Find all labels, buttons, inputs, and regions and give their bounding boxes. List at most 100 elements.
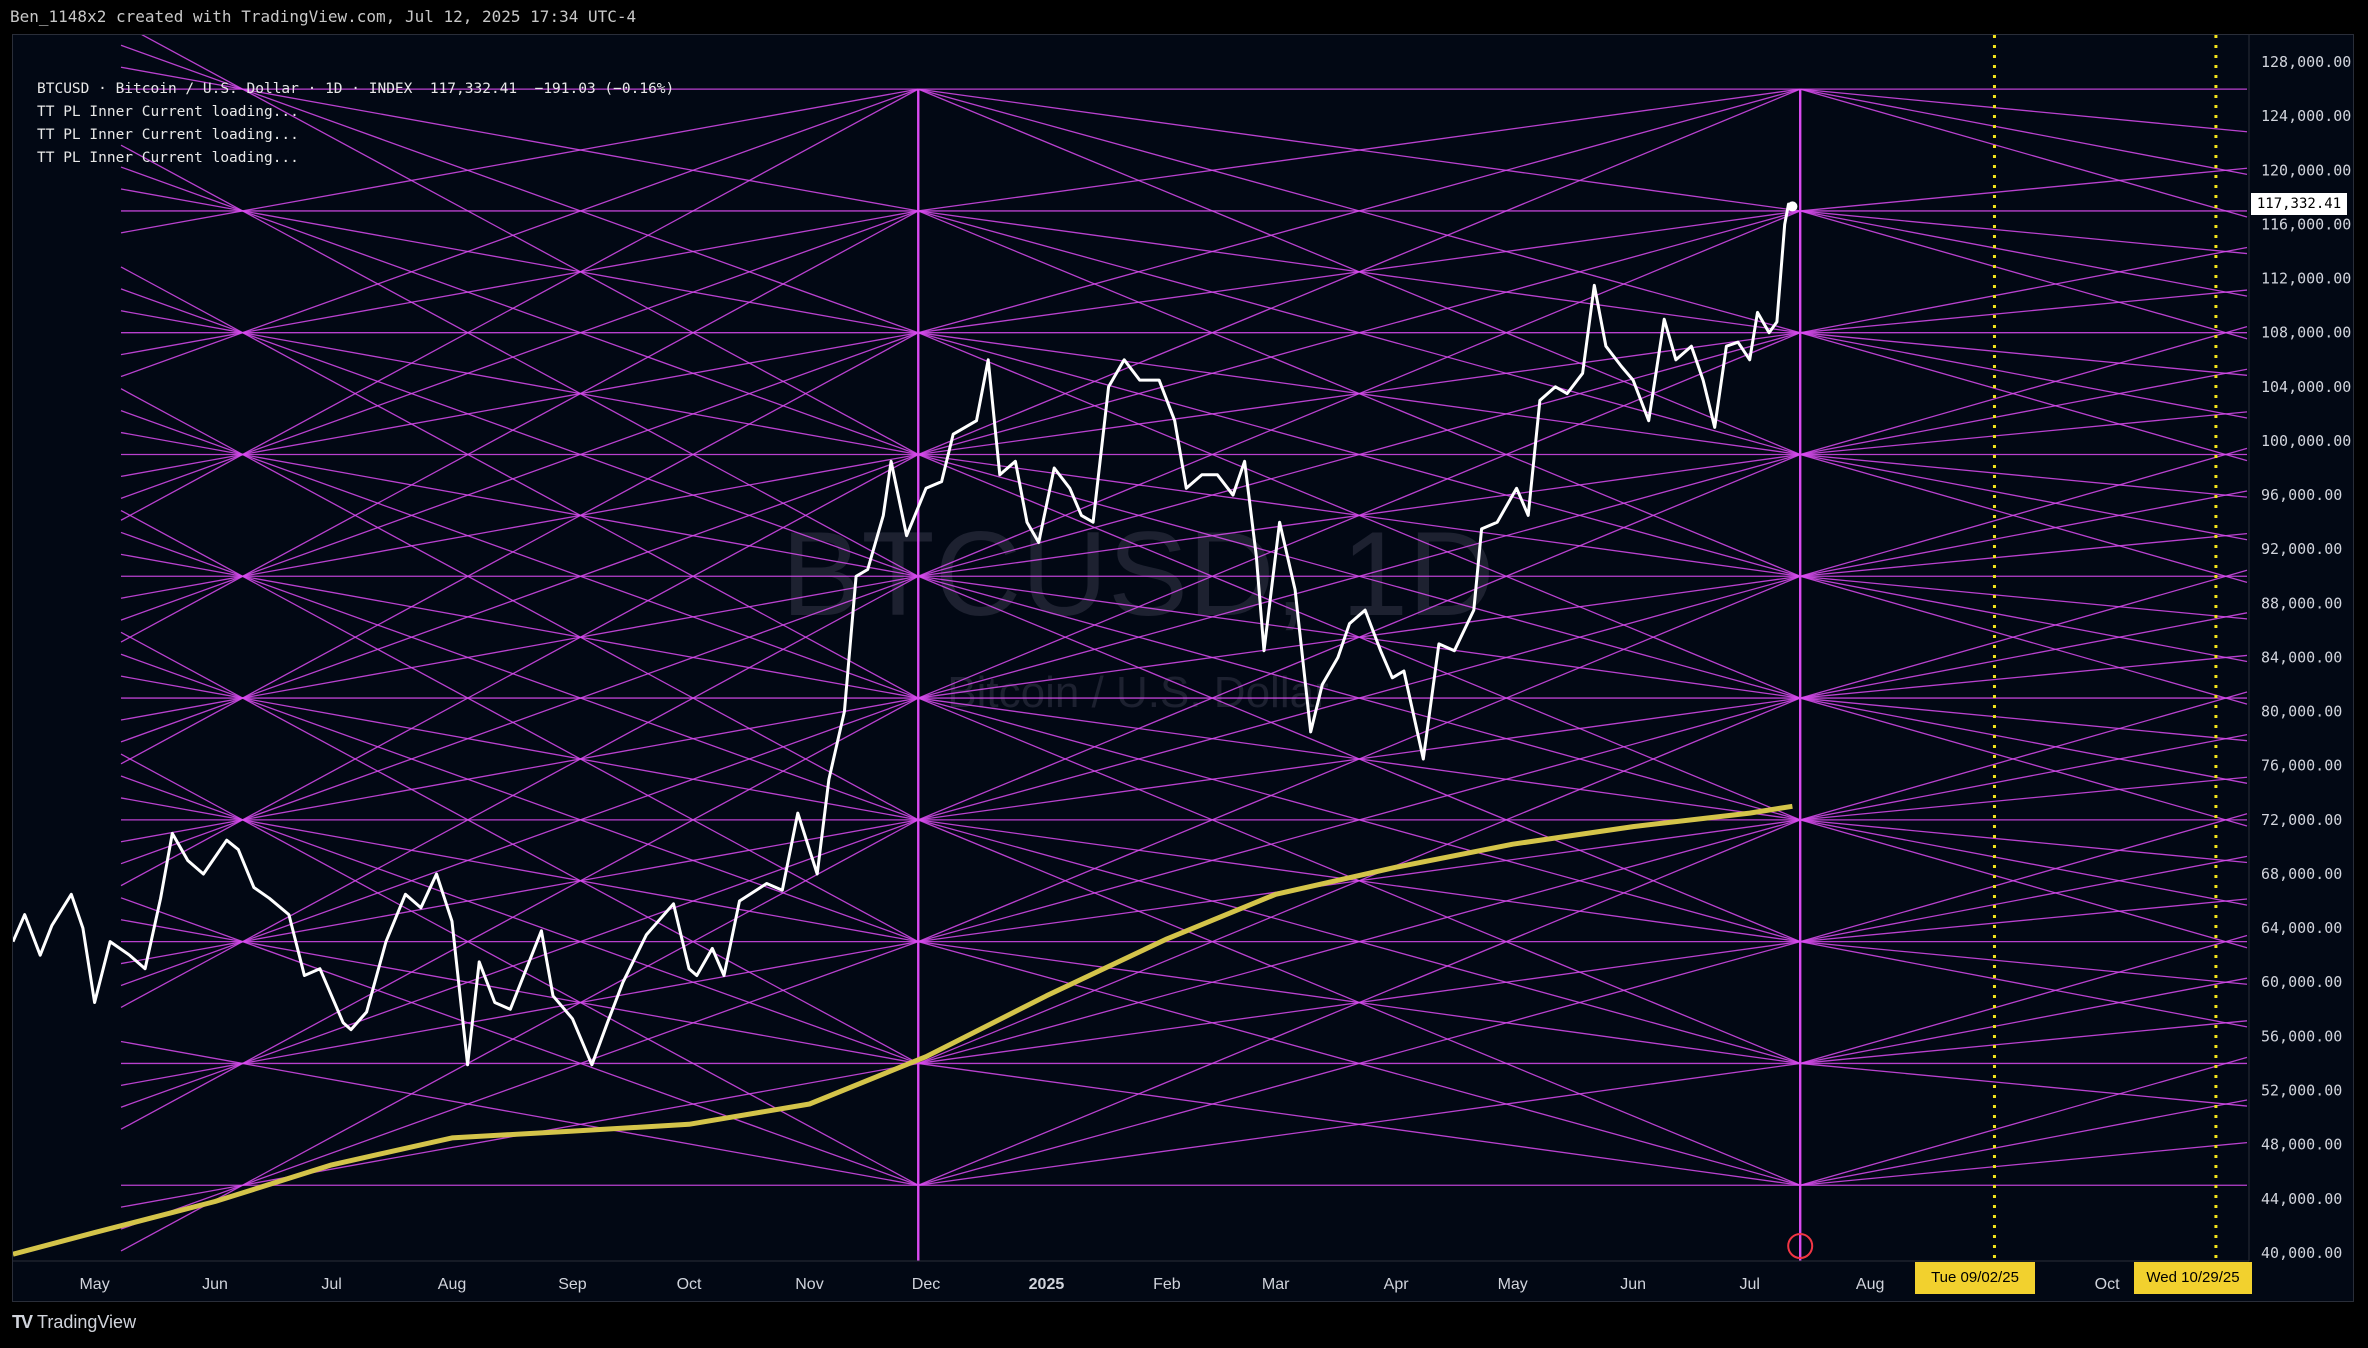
date-marker-label-1: Tue 09/02/25 — [1915, 1262, 2035, 1294]
last-price-dot — [1787, 201, 1798, 212]
fan-line-50 — [918, 210, 1801, 456]
time-tick-label-4: Aug — [438, 1276, 466, 1293]
chart-pane[interactable]: BTCUSD, 1D Bitcoin / U.S. Dollar 128,000.0… — [12, 34, 2354, 1302]
fan-line-12 — [1800, 88, 2248, 218]
fan-line-111 — [1800, 691, 2248, 821]
fan-line-42 — [1800, 332, 2248, 419]
price-tick-label-2: 124,000.00 — [2261, 107, 2351, 125]
price-tick-label-1: 128,000.00 — [2261, 53, 2351, 71]
time-tick-label-14: Jun — [1620, 1276, 1646, 1293]
price-tick-label-17: 64,000.00 — [2261, 919, 2342, 937]
price-line[interactable] — [13, 202, 1794, 1067]
fan-line-147 — [1800, 941, 2248, 1028]
fan-line-112 — [120, 575, 919, 865]
fan-line-134 — [918, 697, 1801, 943]
fan-line-149 — [918, 697, 1801, 1065]
fan-line-63 — [1800, 453, 2248, 541]
fan-line-117 — [1800, 776, 2248, 821]
price-tick-label-20: 52,000.00 — [2261, 1081, 2342, 1099]
fan-line-135 — [1800, 855, 2248, 943]
fan-line-165 — [1800, 1056, 2248, 1186]
fan-line-154 — [120, 941, 919, 1086]
fan-line-25 — [120, 144, 919, 577]
price-tick-label-3: 120,000.00 — [2261, 161, 2351, 179]
time-tick-label-7: Nov — [795, 1276, 823, 1293]
price-tick-label-22: 44,000.00 — [2261, 1190, 2342, 1208]
fan-line-43 — [120, 266, 919, 699]
price-tick-label-7: 104,000.00 — [2261, 378, 2351, 396]
fan-line-103 — [120, 653, 919, 943]
fan-line-92 — [918, 453, 1801, 699]
fan-line-142 — [120, 919, 919, 1065]
fan-line-106 — [120, 631, 919, 1065]
fan-line-52 — [120, 332, 919, 478]
fan-line-51 — [1800, 368, 2248, 456]
fan-line-30 — [1800, 246, 2248, 334]
price-tick-label-6: 108,000.00 — [2261, 324, 2351, 342]
time-tick-label-12: Apr — [1384, 1276, 1410, 1293]
fan-line-133 — [120, 697, 919, 987]
fan-line-168 — [1800, 1099, 2248, 1186]
fan-line-71 — [918, 332, 1801, 577]
fan-line-48 — [1800, 325, 2248, 456]
moving-average-line[interactable] — [13, 803, 1793, 1257]
fan-line-22 — [120, 166, 919, 456]
indicator-legend-1[interactable]: TT PL Inner Current loading... — [37, 104, 299, 120]
time-tick-label-3: Jul — [321, 1276, 341, 1293]
fan-line-94 — [120, 575, 919, 721]
time-tick-label-13: May — [1498, 1276, 1528, 1293]
chart-caption: Ben_1148x2 created with TradingView.com,… — [10, 7, 637, 26]
time-tick-label-1: May — [79, 1276, 109, 1293]
fan-line-79 — [120, 553, 919, 699]
time-tick-label-16: Aug — [1856, 1276, 1884, 1293]
price-tick-label-4: 116,000.00 — [2261, 215, 2351, 233]
fan-line-113 — [918, 575, 1801, 821]
fan-line-40 — [120, 288, 919, 577]
time-tick-label-6: Oct — [677, 1276, 702, 1293]
fan-line-4 — [120, 66, 919, 212]
fan-line-46 — [120, 88, 919, 521]
price-tick-label-13: 80,000.00 — [2261, 703, 2342, 721]
price-tick-label-23: 40,000.00 — [2261, 1244, 2342, 1262]
fan-line-148 — [120, 697, 919, 1130]
watermark-symbol: BTCUSD, 1D — [781, 507, 1494, 641]
fan-line-54 — [1800, 411, 2248, 456]
fan-line-64 — [120, 388, 919, 821]
fan-line-144 — [1800, 940, 2248, 985]
alert-icon[interactable] — [1787, 1233, 1814, 1259]
fan-line-138 — [1800, 898, 2248, 943]
time-tick-label-17: Oct — [2095, 1276, 2120, 1293]
price-tick-label-9: 96,000.00 — [2261, 486, 2342, 504]
fan-line-7 — [120, 44, 919, 334]
time-tick-label-11: Mar — [1262, 1276, 1290, 1293]
fan-line-47 — [918, 88, 1801, 456]
fan-line-66 — [1800, 453, 2248, 583]
indicator-legend-3[interactable]: TT PL Inner Current loading... — [37, 150, 299, 166]
fan-line-27 — [1800, 210, 2248, 340]
price-tick-label-11: 88,000.00 — [2261, 594, 2342, 612]
indicator-legend-2[interactable]: TT PL Inner Current loading... — [37, 127, 299, 143]
fan-line-145 — [120, 897, 919, 1186]
fan-line-108 — [1800, 697, 2248, 827]
fan-line-121 — [120, 797, 919, 943]
fan-line-15 — [1800, 167, 2248, 212]
time-tick-label-2: Jun — [202, 1276, 228, 1293]
symbol-legend[interactable]: BTCUSD · Bitcoin / U.S. Dollar · 1D · IN… — [37, 81, 675, 97]
footer-branding[interactable]: TV TradingView — [12, 1312, 136, 1333]
fan-line-162 — [1800, 1062, 2248, 1107]
tradingview-logo-icon: TV — [12, 1312, 33, 1332]
price-tick-label-15: 72,000.00 — [2261, 811, 2342, 829]
fan-line-100 — [120, 675, 919, 821]
time-tick-label-10: Feb — [1153, 1276, 1181, 1293]
fan-line-164 — [918, 819, 1801, 1186]
price-tick-label-8: 100,000.00 — [2261, 432, 2351, 450]
fan-line-58 — [120, 431, 919, 577]
price-tick-label-12: 84,000.00 — [2261, 648, 2342, 666]
fan-line-70 — [120, 332, 919, 621]
price-tick-label-10: 92,000.00 — [2261, 540, 2342, 558]
fan-line-102 — [1800, 697, 2248, 742]
fan-line-45 — [1800, 332, 2248, 462]
fan-line-152 — [918, 819, 1801, 1065]
fan-line-29 — [918, 88, 1801, 334]
